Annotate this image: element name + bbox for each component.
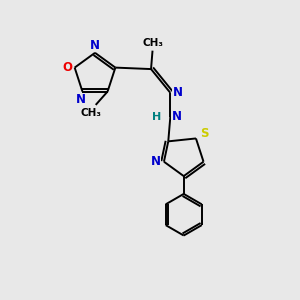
Text: N: N: [172, 110, 182, 123]
Text: H: H: [152, 112, 162, 122]
Text: N: N: [173, 86, 183, 99]
Text: N: N: [151, 155, 160, 168]
Text: N: N: [76, 93, 86, 106]
Text: CH₃: CH₃: [81, 108, 102, 118]
Text: O: O: [62, 61, 72, 74]
Text: CH₃: CH₃: [142, 38, 163, 48]
Text: S: S: [200, 127, 208, 140]
Text: N: N: [90, 39, 100, 52]
